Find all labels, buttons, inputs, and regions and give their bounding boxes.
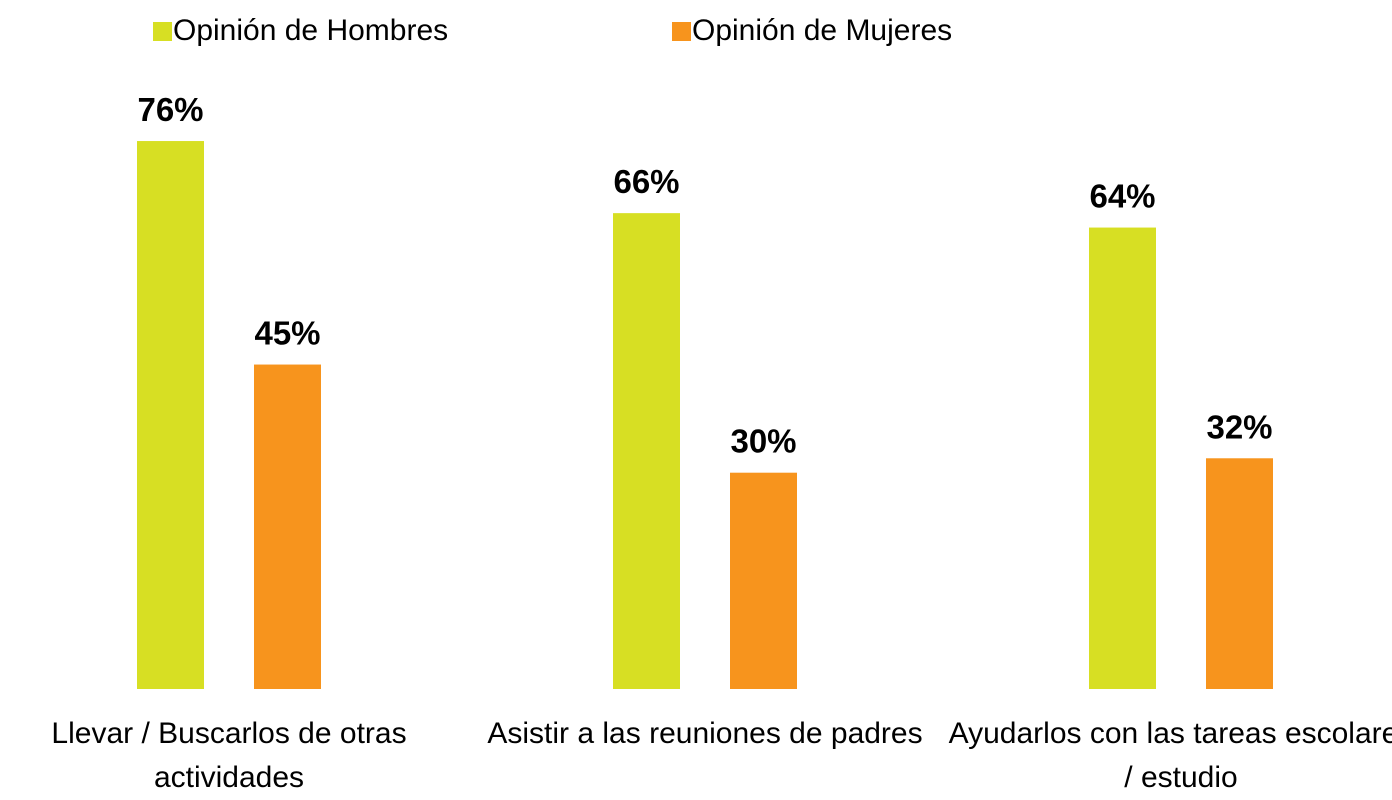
bar — [137, 141, 204, 690]
x-tick-label: Llevar / Buscarlos de otras actividades — [51, 717, 407, 794]
bar — [1206, 458, 1273, 689]
data-label: 30% — [730, 423, 796, 460]
legend-swatch — [672, 22, 691, 41]
data-label: 45% — [254, 315, 320, 352]
data-label: 76% — [137, 91, 203, 128]
bar — [613, 213, 680, 689]
legend-swatch — [153, 22, 172, 41]
bar — [1089, 227, 1156, 689]
legend-label: Opinión de Mujeres — [692, 14, 952, 47]
data-label: 32% — [1206, 408, 1272, 445]
x-tick-label: Ayudarlos con las tareas escolares / est… — [948, 717, 1392, 794]
data-label: 64% — [1089, 178, 1155, 215]
legend-label: Opinión de Hombres — [173, 14, 448, 47]
data-label: 66% — [613, 163, 679, 200]
bar — [254, 364, 321, 689]
bar — [730, 472, 797, 689]
x-tick-label: Asistir a las reuniones de padres — [487, 717, 923, 750]
